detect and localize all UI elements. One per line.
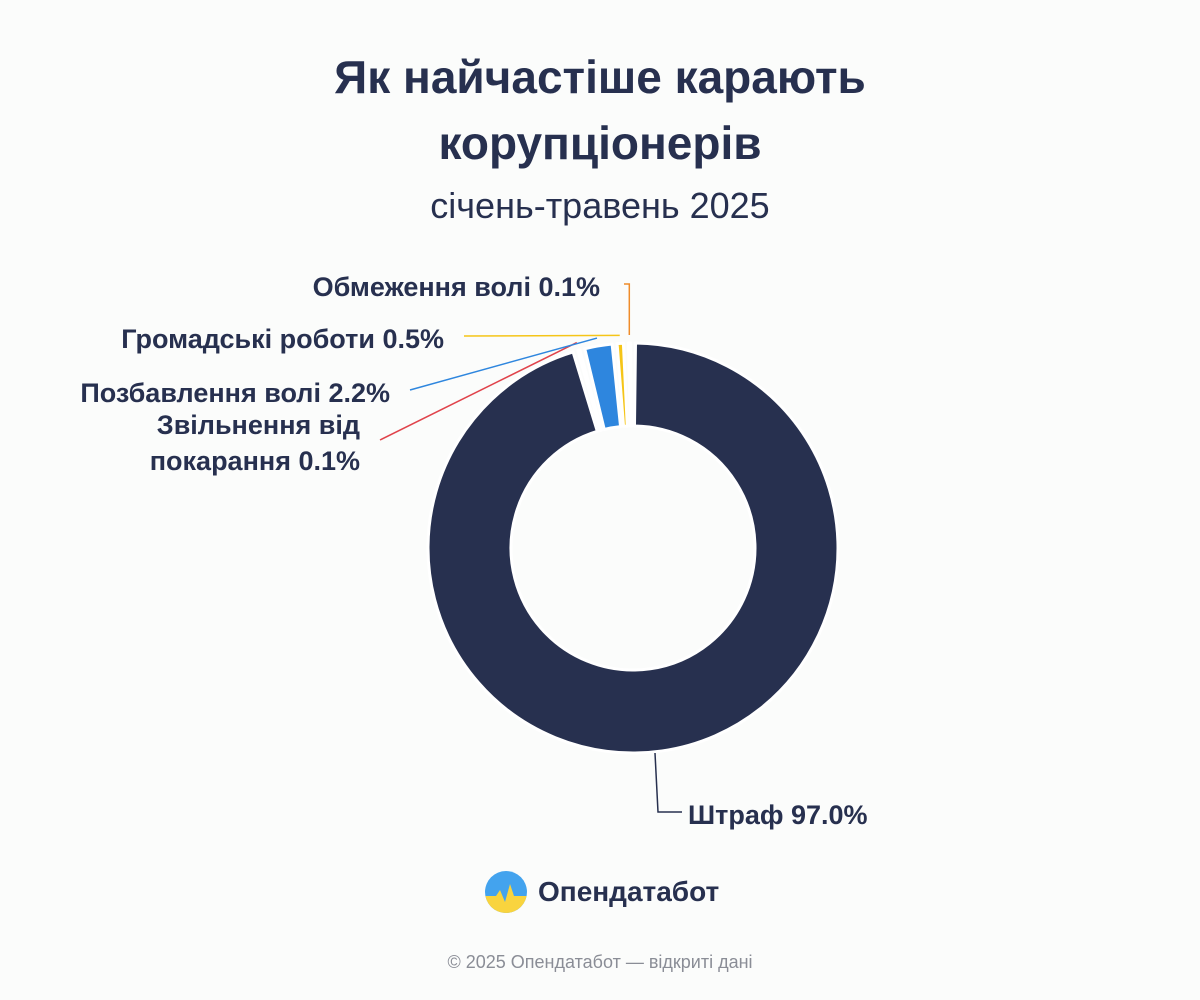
slice-label-obmezhennya: Обмеження волі 0.1% [313,272,600,302]
slice-label-zvilnennya-line-1: Звільнення від [157,410,360,440]
leader-line-hromadski [463,334,620,337]
chart-title-line-2: корупціонерів [438,117,762,169]
opendatabot-logo-icon [485,871,527,913]
slice-label-shtraf: Штраф 97.0% [688,800,868,830]
slice-obmezhennya [626,341,634,428]
slice-zvilnennya [576,348,603,432]
slice-label-zvilnennya-line-2: покарання 0.1% [150,446,360,476]
brand-logo: Опендатабот [484,870,719,914]
brand-name: Опендатабот [538,876,720,907]
chart-subtitle: січень-травень 2025 [430,185,770,226]
chart-title-line-1: Як найчастіше карають [334,51,866,103]
leader-line-zvilnennya [379,341,578,441]
slice-hromadski [615,341,629,428]
chart-title: Як найчастіше карають корупціонерів [0,44,1200,176]
slice-label-pozbavlennya: Позбавлення волі 2.2% [80,378,390,408]
leader-line-shtraf [654,752,682,813]
slice-label-hromadski: Громадські роботи 0.5% [121,324,444,354]
footer-copyright: © 2025 Опендатабот — відкриті дані [447,952,753,972]
leader-line-pozbavlennya [409,337,598,391]
slice-shtraf [426,341,840,755]
slice-pozbavlennya [583,342,623,431]
leader-line-obmezhennya [624,283,631,336]
